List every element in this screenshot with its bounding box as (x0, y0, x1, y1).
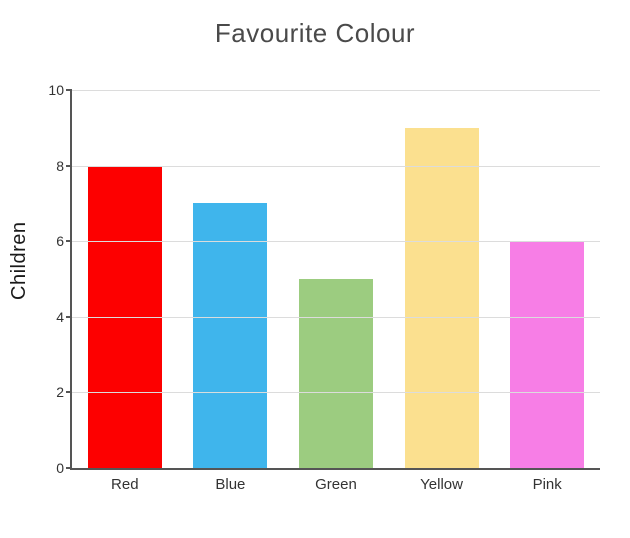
bars-container: Red Blue Green Yellow Pink (72, 90, 600, 468)
y-tick-mark (66, 240, 72, 242)
y-tick-mark (66, 165, 72, 167)
y-tick-mark (66, 391, 72, 393)
bar-slot: Red (88, 90, 162, 468)
y-tick-label: 10 (48, 82, 64, 98)
grid-line (72, 90, 600, 91)
grid-line (72, 392, 600, 393)
bar-slot: Green (299, 90, 373, 468)
x-tick-label: Pink (533, 476, 562, 493)
bar-slot: Pink (510, 90, 584, 468)
bar (405, 128, 479, 468)
bar-chart: Favourite Colour Children Red Blue Green Ye… (0, 0, 630, 538)
x-tick-label: Green (315, 476, 357, 493)
bar (193, 203, 267, 468)
y-tick-label: 6 (56, 233, 64, 249)
x-tick-label: Yellow (420, 476, 463, 493)
y-tick-label: 4 (56, 309, 64, 325)
plot-area: RedBlueGreenYellowPink 0246810 (70, 90, 600, 470)
grid-line (72, 241, 600, 242)
bar (299, 279, 373, 468)
x-tick-label: Blue (215, 476, 245, 493)
x-tick-label: Red (111, 476, 139, 493)
chart-title: Favourite Colour (0, 18, 630, 49)
bar-slot: Yellow (405, 90, 479, 468)
y-axis-label: Children (8, 222, 31, 300)
y-tick-mark (66, 316, 72, 318)
bar (510, 241, 584, 468)
y-tick-mark (66, 467, 72, 469)
y-tick-label: 0 (56, 460, 64, 476)
grid-line (72, 166, 600, 167)
grid-line (72, 317, 600, 318)
y-tick-label: 2 (56, 384, 64, 400)
y-tick-mark (66, 89, 72, 91)
bar-slot: Blue (193, 90, 267, 468)
y-tick-label: 8 (56, 158, 64, 174)
